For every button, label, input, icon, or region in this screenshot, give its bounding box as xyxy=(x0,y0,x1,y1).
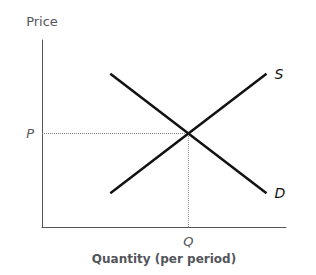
svg-text:Quantity (per period): Quantity (per period) xyxy=(92,252,236,266)
svg-text:D: D xyxy=(274,185,285,201)
svg-text:P: P xyxy=(26,126,34,141)
svg-text:Price: Price xyxy=(26,14,58,29)
svg-text:Q: Q xyxy=(183,234,193,249)
svg-text:S: S xyxy=(274,66,283,82)
